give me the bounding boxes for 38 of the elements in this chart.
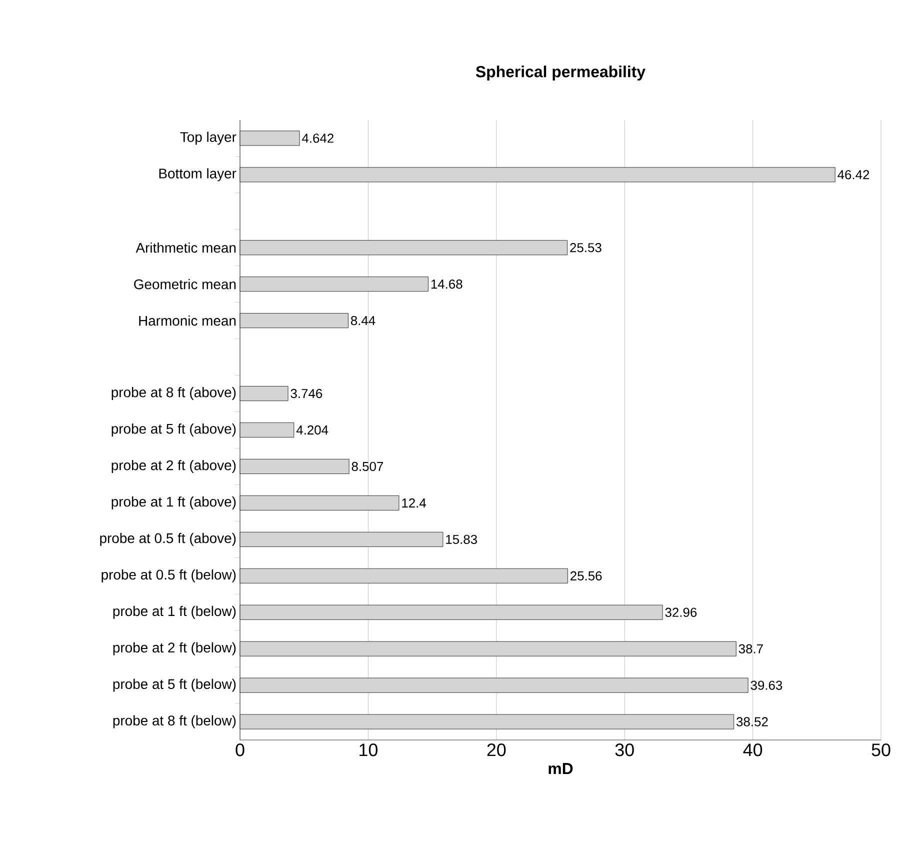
data-label: 3.746 — [290, 388, 322, 398]
data-label: 32.96 — [665, 608, 697, 617]
data-label: 46.42 — [838, 170, 870, 180]
data-label: 4.204 — [296, 425, 328, 435]
y-tick-label: probe at 1 ft (below) — [113, 606, 236, 619]
data-label: 25.53 — [570, 243, 602, 252]
y-tick-label: probe at 8 ft (below) — [113, 715, 236, 728]
y-tick-label: probe at 0.5 ft (above) — [100, 532, 236, 546]
y-tick-label: probe at 5 ft (above) — [112, 423, 236, 436]
data-label: 38.7 — [738, 644, 763, 654]
x-axis-title: mD — [548, 763, 573, 774]
chart-title: Spherical permeability — [476, 66, 646, 80]
data-label: 15.83 — [446, 534, 477, 544]
y-tick-label: probe at 8 ft (above) — [112, 387, 236, 400]
y-tick-label: probe at 5 ft (below) — [113, 678, 236, 692]
y-tick-label: probe at 2 ft (below) — [113, 642, 236, 656]
data-label: 25.56 — [570, 571, 602, 580]
y-tick-label: probe at 1 ft (above) — [112, 496, 236, 510]
x-tick-label: 40 — [743, 744, 762, 756]
data-label: 14.68 — [431, 280, 462, 289]
x-tick-label: 30 — [615, 744, 634, 756]
y-tick-label: Harmonic mean — [139, 315, 236, 326]
x-tick-label: 10 — [360, 744, 378, 756]
data-label: 8.507 — [352, 462, 384, 472]
x-tick-label: 20 — [487, 744, 506, 756]
data-label: 12.4 — [402, 498, 426, 508]
data-label: 4.642 — [302, 134, 334, 143]
data-label: 8.44 — [350, 316, 376, 326]
y-tick-label: Bottom layer — [159, 168, 236, 182]
data-label: 39.63 — [750, 680, 782, 690]
y-tick-label: Geometric mean — [134, 278, 236, 290]
y-tick-label: Top layer — [180, 132, 236, 145]
x-tick-label: 50 — [872, 744, 890, 756]
y-tick-label: probe at 0.5 ft (below) — [102, 569, 236, 582]
y-tick-label: Arithmetic mean — [136, 242, 236, 253]
data-label: 38.52 — [736, 717, 768, 726]
y-tick-label: probe at 2 ft (above) — [112, 460, 236, 473]
x-tick-label: 0 — [236, 744, 244, 756]
